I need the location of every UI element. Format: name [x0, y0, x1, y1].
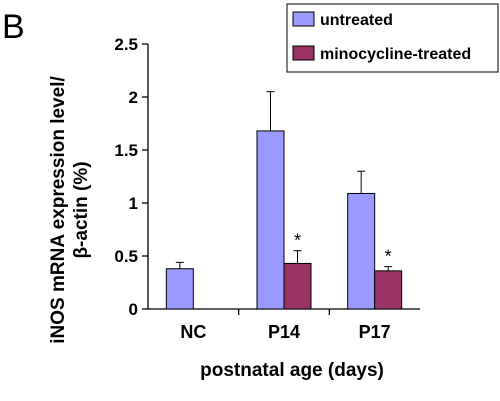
y-axis-title-line-1: iNOS mRNA expression level/: [48, 76, 69, 344]
panel-label: B: [2, 8, 25, 46]
legend-label-untreated: untreated: [320, 12, 393, 29]
y-tick-label: 0.5: [114, 247, 138, 266]
legend: untreated minocycline-treated: [286, 3, 499, 73]
bar: [374, 270, 403, 310]
x-tick-label: P17: [359, 322, 391, 342]
y-axis-title-line-2: β-actin (%): [71, 161, 92, 258]
legend-swatch-minocycline-treated: [292, 45, 315, 61]
plot-area: 0 0.5 1 1.5 2 2.5 NC P14 * P17 *: [114, 35, 420, 342]
x-tick-label: NC: [180, 322, 206, 342]
bar: [283, 262, 312, 310]
y-axis-title: iNOS mRNA expression level/ β-actin (%): [48, 76, 92, 344]
x-tick-label: P14: [268, 322, 300, 342]
y-tick-label: 2: [129, 88, 138, 107]
significance-marker: *: [385, 247, 392, 267]
legend-box: [286, 3, 499, 73]
y-tick-label: 2.5: [114, 35, 138, 54]
bar: [165, 268, 194, 310]
y-tick-label: 0: [129, 300, 138, 319]
bar: [347, 192, 376, 310]
legend-label-minocycline-treated: minocycline-treated: [320, 46, 471, 63]
y-tick-label: 1: [129, 194, 138, 213]
legend-swatch-untreated: [292, 11, 315, 27]
bar: [256, 130, 285, 310]
significance-marker: *: [294, 231, 301, 251]
y-tick-label: 1.5: [114, 141, 138, 160]
x-axis-title: postnatal age (days): [200, 360, 384, 381]
